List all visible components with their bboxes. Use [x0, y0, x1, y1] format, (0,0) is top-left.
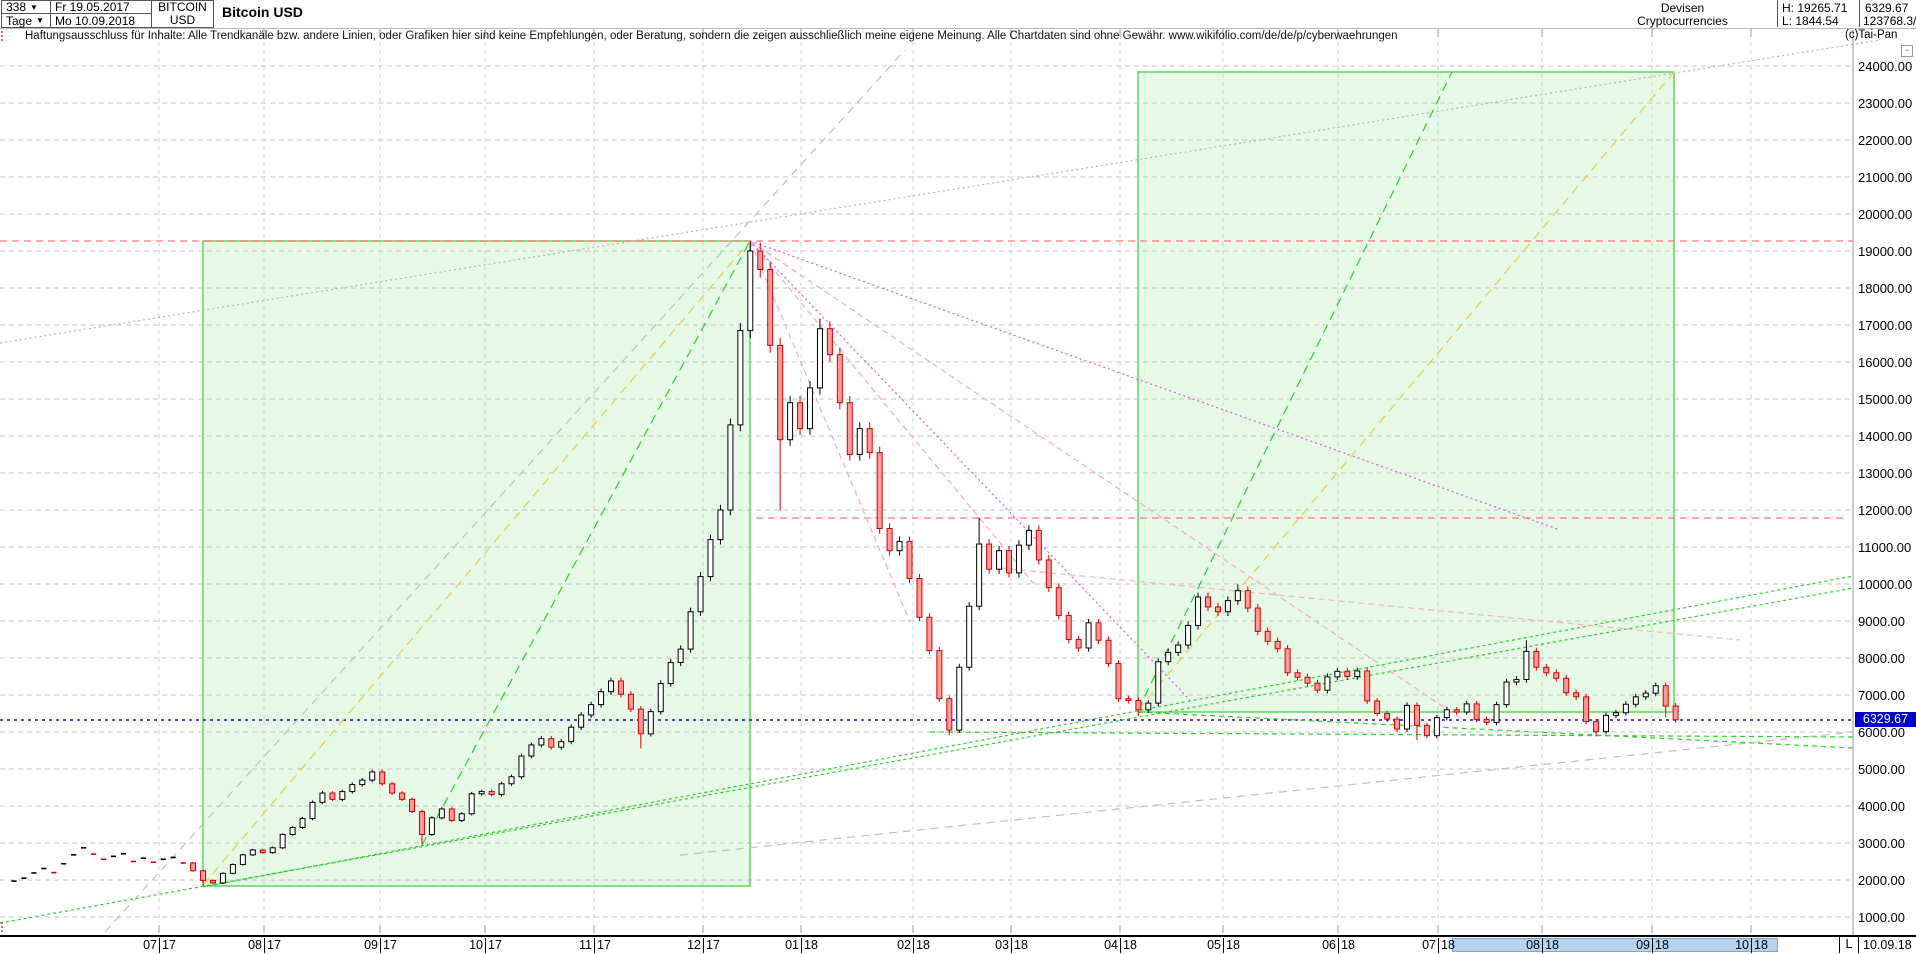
y-axis-label: 6000.00 — [1858, 725, 1905, 740]
y-axis-label: 1000.00 — [1858, 910, 1905, 925]
y-axis-label: 19000.00 — [1858, 244, 1913, 259]
y-axis-label: 17000.00 — [1858, 318, 1913, 333]
y-axis-label: 9000.00 — [1858, 614, 1905, 629]
header-divider — [1777, 0, 1778, 27]
header-separator — [0, 28, 1916, 29]
y-axis-label: 22000.00 — [1858, 133, 1913, 148]
y-axis-label: 11000.00 — [1858, 540, 1912, 555]
category-group: Cryptocurrencies — [1637, 14, 1728, 28]
y-axis-label: 10000.00 — [1858, 577, 1913, 592]
y-axis-label: 15000.00 — [1858, 392, 1913, 407]
header-divider — [1859, 0, 1860, 27]
period-low-value: L: 1844.54 — [1782, 14, 1839, 28]
last-price-value: 6329.67 — [1865, 1, 1909, 15]
y-axis-label: 3000.00 — [1858, 836, 1905, 851]
last-date-label: 10.09.18 — [1863, 938, 1912, 952]
y-axis-label: 12000.00 — [1858, 503, 1913, 518]
y-axis-label: 23000.00 — [1858, 96, 1913, 111]
y-axis-label: 7000.00 — [1858, 688, 1905, 703]
y-axis-label: 16000.00 — [1858, 355, 1913, 370]
y-axis-label: 21000.00 — [1858, 170, 1913, 185]
y-axis-label: 8000.00 — [1858, 651, 1905, 666]
taipan-watermark: (c)Tai-Pan — [1845, 29, 1898, 41]
volume-value: 123768.3/ — [1863, 14, 1916, 28]
page-title: Bitcoin USD — [222, 4, 303, 20]
y-axis-label: 5000.00 — [1858, 762, 1905, 777]
y-axis-label: 14000.00 — [1858, 429, 1913, 444]
y-axis-label: 2000.00 — [1858, 873, 1905, 888]
y-axis-label: 4000.00 — [1858, 799, 1905, 814]
y-axis-label: 13000.00 — [1858, 466, 1913, 481]
y-axis-label: 18000.00 — [1858, 281, 1913, 296]
category-name: Devisen — [1660, 1, 1705, 15]
y-axis-label: 20000.00 — [1858, 207, 1913, 222]
disclaimer-text: Haftungsausschluss für Inhalte: Alle Tre… — [25, 30, 1398, 42]
period-high-value: H: 19265.71 — [1782, 1, 1848, 15]
current-price-tag: 6329.67 — [1855, 712, 1916, 728]
collapse-button[interactable]: − — [1901, 45, 1913, 57]
low-marker-cell: L — [1839, 937, 1859, 953]
x-axis-strip: 07 17 08 17 09 17 10 17 11 17 12 17 01 18 02 18 03 18 04 18… — [0, 935, 1916, 954]
y-axis-label: 24000.00 — [1858, 59, 1913, 74]
